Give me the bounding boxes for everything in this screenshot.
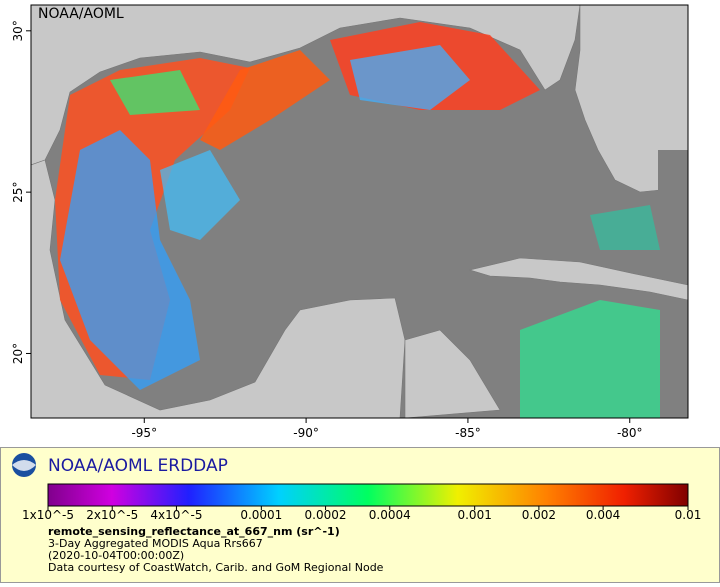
land — [468, 257, 688, 301]
map-area — [31, 5, 688, 418]
y-tick-label: 30° — [11, 20, 25, 41]
legend-panel — [0, 447, 720, 583]
y-tick-label: 25° — [11, 182, 25, 203]
data-swath — [110, 70, 200, 115]
map-label: NOAA/AOML — [38, 6, 124, 22]
data-swath — [60, 130, 200, 390]
colorbar-tick-label: 0.0002 — [305, 508, 347, 522]
land — [31, 5, 581, 166]
colorbar-tick-label: 0.01 — [675, 508, 702, 522]
colorbar-tick-label: 0.004 — [586, 508, 620, 522]
data-swath — [520, 300, 660, 418]
data-swath — [160, 150, 240, 240]
colorbar-tick-label: 2x10^-5 — [86, 508, 138, 522]
credit: Data courtesy of CoastWatch, Carib. and … — [48, 561, 384, 574]
y-tick-label: 20° — [11, 343, 25, 364]
time-stamp: (2020-10-04T00:00:00Z) — [48, 549, 184, 562]
variable-name: remote_sensing_reflectance_at_667_nm (sr… — [48, 525, 340, 538]
colorbar-tick-label: 0.001 — [457, 508, 491, 522]
land — [31, 159, 406, 418]
colorbar-tick-label: 0.002 — [522, 508, 556, 522]
colorbar-tick-label: 4x10^-5 — [150, 508, 202, 522]
colorbar-tick-label: 1x10^-5 — [22, 508, 74, 522]
legend-title: NOAA/AOML ERDDAP — [48, 456, 228, 476]
colorbar-tick-label: 0.0001 — [240, 508, 282, 522]
noaa-logo-wave — [12, 460, 36, 471]
x-tick-label: -85° — [455, 426, 481, 440]
colorbar-tick-label: 0.0004 — [369, 508, 411, 522]
map-frame — [30, 4, 689, 419]
land — [404, 329, 501, 418]
land — [574, 5, 688, 193]
dataset-name: 3-Day Aggregated MODIS Aqua Rrs667 — [48, 537, 263, 550]
x-tick-label: -90° — [293, 426, 319, 440]
data-swath — [590, 205, 660, 250]
data-swath — [350, 45, 470, 110]
x-tick-label: -95° — [131, 426, 157, 440]
colorbar — [47, 483, 689, 507]
x-tick-label: -80° — [617, 426, 643, 440]
data-swath — [200, 50, 330, 150]
